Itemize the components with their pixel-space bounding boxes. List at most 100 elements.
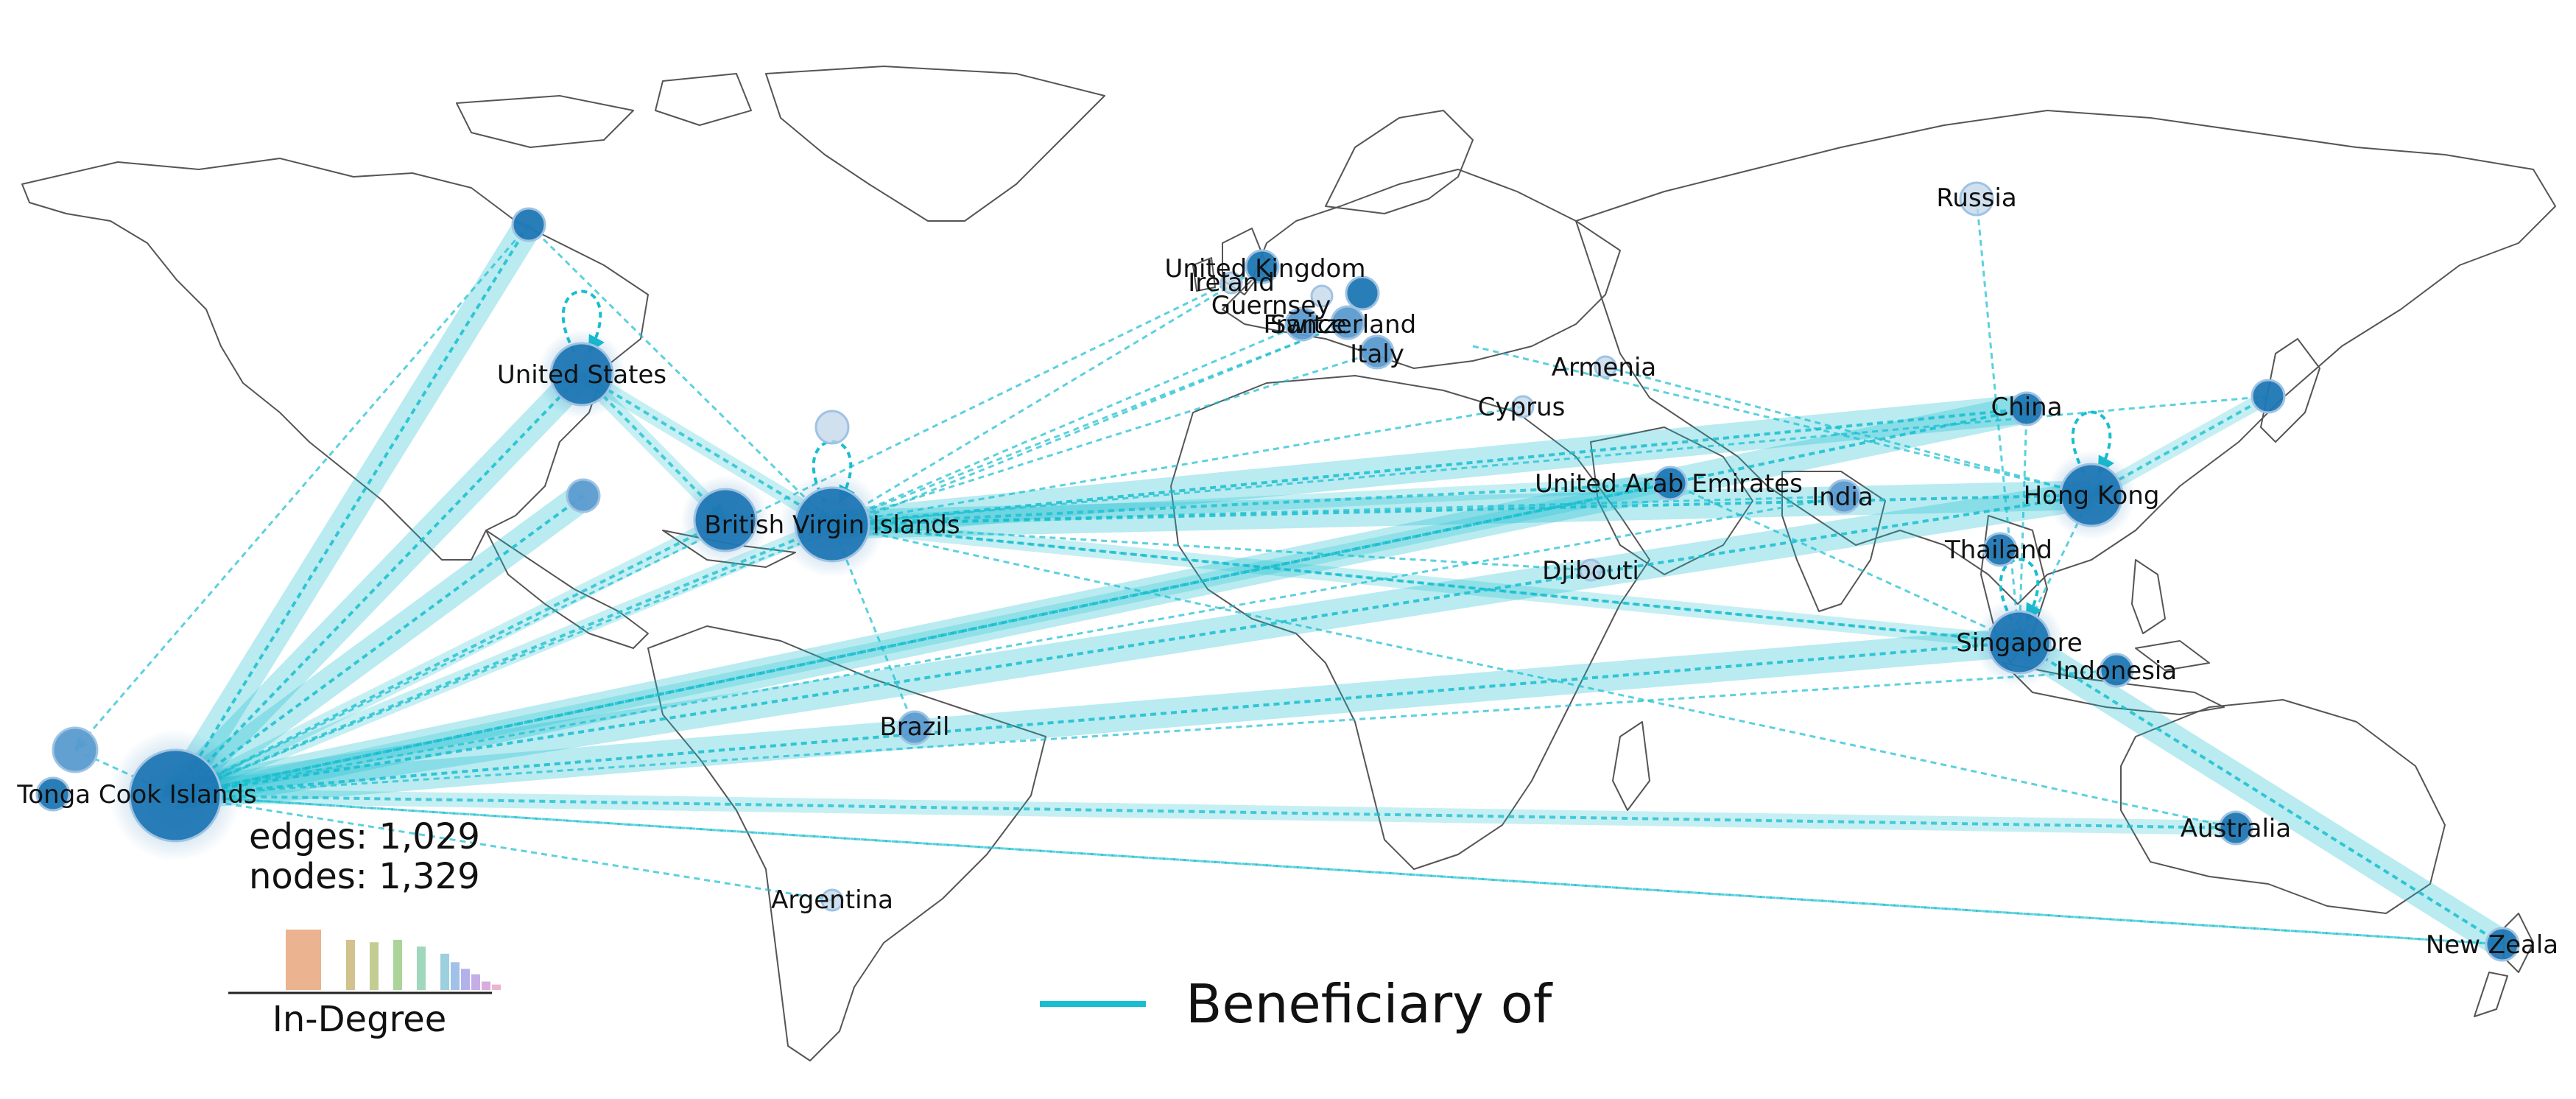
asia-outline (1575, 110, 2556, 605)
node-label-switzerland: Switzerland (1270, 310, 1416, 340)
edge-united-states-to-tonga-cook-islands (174, 373, 583, 797)
edge-indonesia-to-tonga-cook-islands (174, 669, 2117, 801)
node-label-indonesia: Indonesia (2056, 656, 2177, 686)
node-label-guernsey: Guernsey (1211, 291, 1331, 320)
india-outline (1781, 471, 1886, 612)
node-caribbean-a[interactable] (693, 488, 758, 552)
node-tonga-cook-islands[interactable] (128, 748, 222, 843)
node-china[interactable] (2009, 391, 2044, 426)
node-label-brazil: Brazil (880, 712, 950, 742)
edge-band (172, 513, 729, 802)
node-brazil[interactable] (897, 710, 932, 745)
node-australia[interactable] (2218, 810, 2253, 846)
node-indonesia[interactable] (2099, 653, 2134, 688)
europe-outline (1222, 169, 1621, 369)
histogram-bar (440, 953, 449, 990)
node-label-argentina: Argentina (771, 885, 893, 915)
edge-tonga-cook-islands-to-new-zealand (175, 794, 2504, 950)
self-loop-united-states (561, 289, 605, 354)
edge-hong-kong-to-tonga-cook-islands (173, 494, 2092, 802)
histogram-title: In-Degree (272, 999, 447, 1040)
histogram-bar (492, 984, 501, 990)
edge-france-to-british-virgin-islands (831, 323, 1303, 526)
node-mexico[interactable] (566, 478, 601, 513)
node-guernsey[interactable] (1310, 284, 1334, 308)
node-label-ireland: Ireland (1188, 268, 1275, 298)
node-armenia[interactable] (1594, 355, 1617, 379)
node-label-united-arab-emirates: United Arab Emirates (1535, 469, 1803, 499)
edge-argentina-to-tonga-cook-islands (174, 790, 833, 902)
histogram-bar (471, 974, 480, 990)
arabia-outline (1590, 426, 1753, 575)
edge-new-zealand-to-singapore (2017, 641, 2504, 946)
node-hong-kong[interactable] (2059, 463, 2124, 527)
edge-russia-to-singapore (1975, 198, 2025, 644)
edge-india-to-british-virgin-islands (831, 495, 1845, 531)
node-label-australia: Australia (2181, 814, 2291, 843)
node-russia[interactable] (1959, 181, 1994, 217)
edges-count: edges: 1,029 (249, 816, 480, 857)
node-djibouti[interactable] (1579, 558, 1602, 582)
node-tonga-small[interactable] (35, 776, 71, 812)
node-india[interactable] (1826, 479, 1862, 514)
in-degree-histogram (286, 930, 501, 990)
node-japan[interactable] (2251, 379, 2286, 414)
node-british-virgin-islands[interactable] (794, 486, 870, 563)
node-united-kingdom[interactable] (1245, 249, 1280, 284)
node-ireland[interactable] (1220, 271, 1243, 295)
edge-british-virgin-islands-to-tonga-cook-islands (173, 523, 833, 798)
edge-brazil-to-british-virgin-islands (830, 523, 916, 728)
node-label-hong-kong: Hong Kong (2024, 481, 2160, 510)
node-label-united-kingdom: United Kingdom (1165, 254, 1366, 284)
edge-layer (74, 198, 2510, 957)
node-label-france: France (1263, 310, 1346, 340)
node-caribbean-light[interactable] (814, 410, 850, 445)
node-thailand[interactable] (1982, 532, 2018, 567)
node-new-zealand[interactable] (2485, 927, 2520, 962)
edge-alaska-north-to-tonga-cook-islands (174, 223, 530, 798)
node-label-italy: Italy (1350, 340, 1404, 369)
node-europe-east[interactable] (1345, 275, 1380, 311)
node-cyprus[interactable] (1511, 395, 1535, 418)
node-label-united-states: United States (497, 360, 666, 390)
nodes-count: nodes: 1,329 (249, 856, 480, 897)
edge-british-virgin-islands-to-singapore (831, 523, 2021, 648)
node-united-arab-emirates[interactable] (1653, 466, 1688, 501)
node-tonga-west[interactable] (52, 726, 99, 773)
histogram-bar (451, 962, 460, 990)
histogram-bar (286, 930, 321, 990)
edge-united-kingdom-to-british-virgin-islands (831, 265, 1263, 526)
node-switzerland[interactable] (1330, 305, 1365, 340)
edge-switzerland-to-tonga-cook-islands (174, 321, 1348, 798)
node-united-states[interactable] (549, 342, 614, 407)
scandinavia-outline (1325, 110, 1474, 214)
node-alaska-north[interactable] (511, 207, 546, 242)
node-label-russia: Russia (1936, 183, 2016, 213)
node-label-tonga-cook-islands: Tonga Cook Islands (16, 780, 256, 810)
node-label-singapore: Singapore (1956, 628, 2083, 658)
north-america-outline (21, 158, 649, 561)
greenland-outline (765, 66, 1105, 222)
label-layer: United States British Virgin Islands Tonga… (16, 183, 2558, 960)
histogram-bar (346, 939, 355, 990)
edge-united-arab-emirates-to-singapore (1669, 482, 2021, 644)
edge-alaska-north-to-tonga-west (74, 224, 530, 751)
madagascar-outline (1612, 721, 1650, 811)
edge-hong-kong-to-british-virgin-islands (830, 494, 2092, 533)
node-argentina[interactable] (820, 888, 844, 912)
histogram-bar (482, 981, 490, 990)
node-france[interactable] (1284, 306, 1320, 342)
node-italy[interactable] (1359, 334, 1395, 370)
histogram-bar (461, 969, 470, 990)
central-america-outline (485, 530, 649, 649)
node-label-djibouti: Djibouti (1542, 556, 1639, 586)
edge-mexico-to-tonga-cook-islands (174, 494, 585, 797)
edge-united-kingdom-to-tonga-cook-islands (174, 265, 1263, 797)
node-layer (35, 181, 2520, 962)
histogram-bar (393, 939, 402, 990)
edge-cyprus-to-british-virgin-islands (831, 405, 1524, 530)
node-singapore[interactable] (1987, 610, 2052, 675)
edge-united-arab-emirates-to-british-virgin-islands (830, 482, 1671, 533)
node-label-india: India (1812, 482, 1873, 512)
edge-european-west-to-hong-kong (1472, 345, 2093, 499)
